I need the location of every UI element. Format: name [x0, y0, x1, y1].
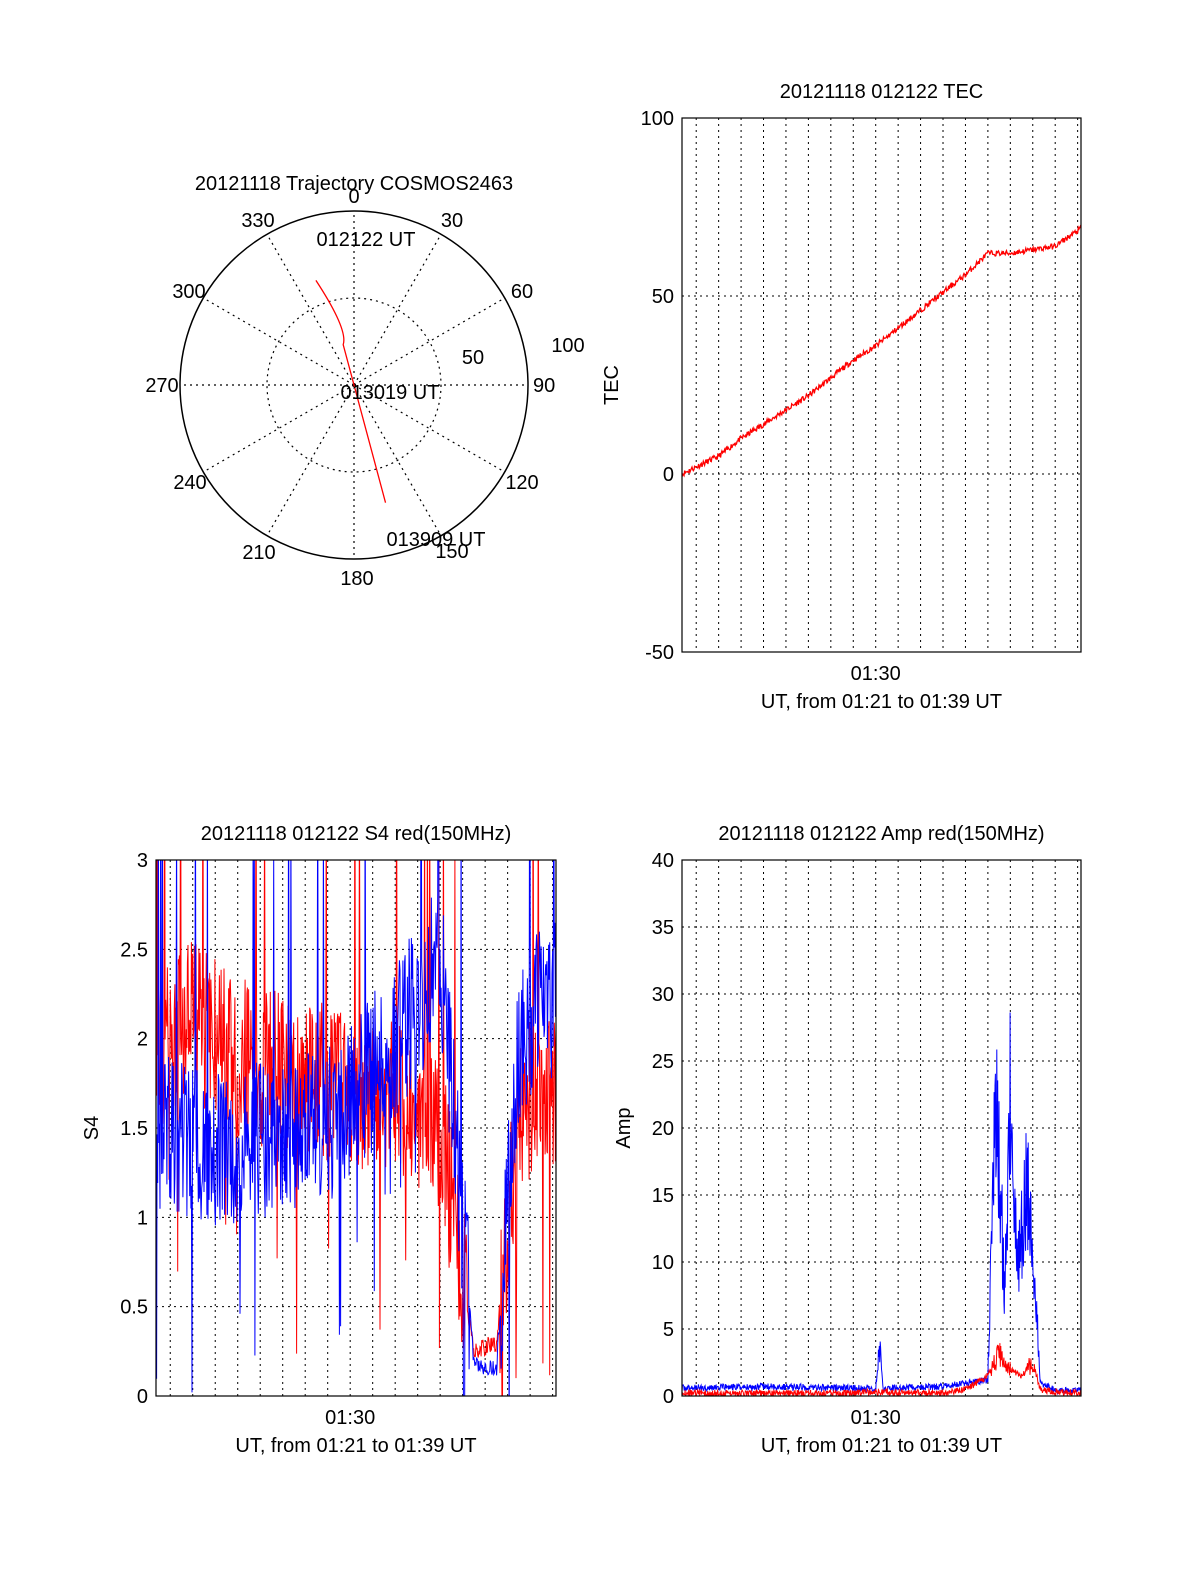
trajectory-line	[315, 280, 387, 503]
radial-tick-label: 50	[462, 347, 484, 369]
chart-title: 20121118 Trajectory COSMOS2463	[195, 173, 513, 195]
polar-spoke	[266, 234, 355, 386]
plot-frame	[681, 859, 1082, 1397]
y-tick-label: 0	[663, 464, 674, 486]
series-line-blue	[682, 1012, 1081, 1396]
y-tick-label: 15	[652, 1185, 674, 1207]
x-tick-label: 01:30	[325, 1407, 375, 1429]
y-tick-label: 1	[137, 1207, 148, 1229]
radial-tick-label: 100	[551, 335, 584, 357]
y-tick-label: 10	[652, 1252, 674, 1274]
y-tick-label: 3	[137, 850, 148, 872]
x-axis-label: UT, from 01:21 to 01:39 UT	[235, 1435, 476, 1457]
amp-plot: 0 5 10 15 20 25 30 35 40 01:30 20121118 012122 Amp…	[613, 823, 1082, 1457]
annotation-end: 013909 UT	[387, 529, 486, 551]
y-tick-label: 2.5	[120, 939, 148, 961]
y-tick-label: 1.5	[120, 1118, 148, 1140]
y-tick-label: 0	[663, 1386, 674, 1408]
y-tick-label: 0	[137, 1386, 148, 1408]
azimuth-tick-label: 120	[505, 472, 538, 494]
azimuth-tick-label: 210	[242, 542, 275, 564]
y-tick-label: 30	[652, 984, 674, 1006]
polar-spoke	[353, 384, 442, 536]
y-tick-label: 50	[652, 286, 674, 308]
y-axis-label: TEC	[601, 365, 623, 405]
y-tick-label: 25	[652, 1051, 674, 1073]
azimuth-tick-label: 90	[533, 375, 555, 397]
chart-title: 20121118 012122 S4 red(150MHz)	[201, 823, 512, 845]
y-axis-label: S4	[81, 1116, 103, 1140]
annotation-mid: 013019 UT	[341, 382, 440, 404]
y-tick-label: 40	[652, 850, 674, 872]
x-axis-label: UT, from 01:21 to 01:39 UT	[761, 691, 1002, 713]
y-axis-label: Amp	[613, 1107, 635, 1148]
azimuth-tick-label: 180	[340, 568, 373, 590]
azimuth-tick-label: 300	[172, 281, 205, 303]
series-line-red	[156, 860, 556, 1396]
polar-spoke	[266, 384, 355, 536]
y-tick-label: 0.5	[120, 1297, 148, 1319]
x-axis-label: UT, from 01:21 to 01:39 UT	[761, 1435, 1002, 1457]
x-tick-label: 01:30	[851, 663, 901, 685]
annotation-start: 012122 UT	[317, 229, 416, 251]
y-tick-label: 5	[663, 1319, 674, 1341]
azimuth-tick-label: 240	[173, 472, 206, 494]
chart-title: 20121118 012122 TEC	[780, 81, 984, 103]
polar-spoke	[203, 384, 355, 473]
polar-spoke	[353, 297, 505, 386]
polar-spoke	[353, 384, 505, 473]
y-tick-label: 20	[652, 1118, 674, 1140]
azimuth-tick-label: 270	[145, 375, 178, 397]
series-line-red	[682, 224, 1081, 478]
x-tick-label: 01:30	[851, 1407, 901, 1429]
polar-spoke	[203, 297, 355, 386]
azimuth-tick-label: 30	[441, 210, 463, 232]
tec-plot: -50 0 50 100 01:30 20121118 012122 TEC UT, fro…	[601, 81, 1082, 713]
y-tick-label: 100	[641, 108, 674, 130]
polar-spoke	[353, 234, 442, 386]
y-tick-label: -50	[645, 642, 674, 664]
azimuth-tick-label: 60	[511, 281, 533, 303]
azimuth-tick-label: 0	[348, 186, 359, 208]
polar-inner-circle	[266, 297, 442, 473]
azimuth-tick-label: 330	[241, 210, 274, 232]
plot-frame	[155, 859, 557, 1397]
s4-plot: 0 0.5 1 1.5 2 2.5 3 01:30 20121118 012122 S4 red…	[81, 823, 557, 1457]
y-tick-label: 2	[137, 1029, 148, 1051]
series-line-blue	[156, 860, 556, 1396]
chart-title: 20121118 012122 Amp red(150MHz)	[718, 823, 1044, 845]
azimuth-tick-label: 150	[435, 541, 468, 563]
plot-frame	[681, 117, 1082, 653]
polar-outer-circle	[179, 210, 529, 560]
y-tick-label: 35	[652, 917, 674, 939]
